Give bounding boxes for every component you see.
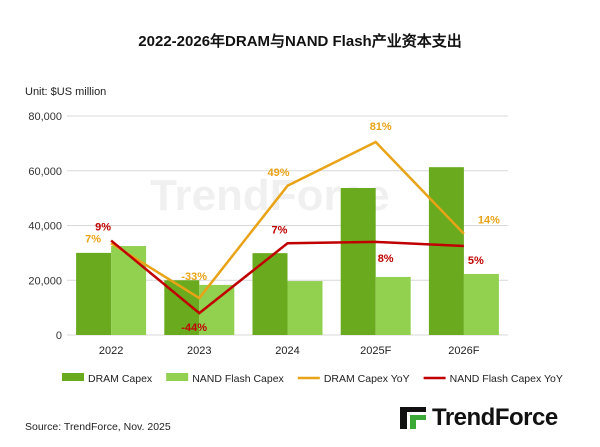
legend-label: NAND Flash Capex (192, 373, 284, 385)
chart-title: 2022-2026年DRAM与NAND Flash产业资本支出 (138, 33, 462, 50)
data-label: 9% (95, 222, 111, 234)
data-label: 7% (272, 224, 288, 236)
data-label: 49% (268, 167, 290, 179)
data-label: 7% (85, 233, 101, 245)
x-tick-label: 2023 (187, 345, 211, 357)
y-tick-label: 40,000 (28, 221, 62, 233)
unit-label: Unit: $US million (25, 86, 107, 98)
y-tick-label: 60,000 (28, 166, 62, 178)
data-label: 81% (370, 121, 392, 133)
x-tick-label: 2024 (275, 345, 299, 357)
logo-text: TrendForce (432, 404, 558, 431)
x-tick-label: 2022 (99, 345, 123, 357)
source-label: Source: TrendForce, Nov. 2025 (25, 421, 171, 433)
legend-label: NAND Flash Capex YoY (450, 373, 563, 385)
y-tick-label: 80,000 (28, 111, 62, 123)
line-nand-flash-capex-yoy (110, 239, 464, 315)
bar-dram-capex (428, 167, 464, 335)
x-tick-label: 2026F (448, 345, 479, 357)
logo-icon (400, 407, 426, 429)
data-label: 5% (468, 255, 484, 267)
y-tick-label: 20,000 (28, 275, 62, 287)
bar-dram-capex (340, 187, 376, 335)
line-dram-capex-yoy (110, 140, 465, 300)
bar-nand-flash-capex (111, 246, 147, 335)
bar-nand-flash-capex (463, 273, 499, 335)
bar-dram-capex (76, 252, 112, 335)
legend-label: DRAM Capex YoY (324, 373, 410, 385)
legend-swatch (62, 373, 84, 381)
data-label: 8% (378, 253, 394, 265)
legend-swatch (166, 373, 189, 381)
bar-nand-flash-capex (287, 281, 323, 335)
data-label: -44% (181, 322, 207, 334)
x-tick-label: 2025F (360, 345, 391, 357)
y-tick-label: 0 (56, 330, 62, 342)
legend-label: DRAM Capex (88, 373, 153, 385)
data-label: 14% (478, 215, 500, 227)
trendforce-logo: TrendForce (398, 404, 558, 432)
bar-nand-flash-capex (375, 276, 411, 335)
data-label: -33% (181, 271, 207, 283)
